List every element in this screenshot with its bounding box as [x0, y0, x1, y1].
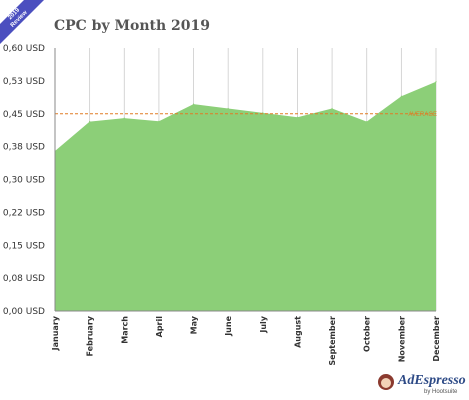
- data-point-april: [158, 120, 160, 122]
- area-series: [55, 81, 436, 311]
- y-tick-label: 0,08 USD: [3, 274, 45, 284]
- y-tick-label: 0,00 USD: [3, 307, 45, 317]
- x-tick-label-february: February: [86, 315, 95, 356]
- y-tick-label: 0,38 USD: [3, 143, 45, 153]
- y-tick-labels: 0,60 USD 0,53 USD 0,45 USD 0,38 USD 0,30 USD…: [3, 44, 45, 317]
- axis-layer: [54, 48, 436, 312]
- data-point-may: [192, 103, 195, 105]
- data-point-march: [123, 117, 125, 119]
- brand-sub: by Hootsuite: [424, 389, 458, 395]
- x-tick-label-january: January: [51, 315, 60, 351]
- area-layer: [54, 81, 437, 311]
- y-tick-label: 0,15 USD: [3, 241, 45, 251]
- x-tick-label-june: June: [224, 315, 233, 336]
- data-point-december: [435, 81, 437, 83]
- data-point-august: [296, 116, 299, 118]
- y-tick-label: 0,45 USD: [3, 110, 45, 120]
- review-badge: 2019 Review: [0, 0, 44, 44]
- brand-name: AdEspresso: [397, 373, 466, 388]
- y-tick-label: 0,30 USD: [3, 176, 45, 186]
- data-point-october: [366, 121, 368, 123]
- x-tick-label-april: April: [155, 316, 164, 338]
- badge-ribbon: [0, 0, 44, 44]
- x-tick-label-august: August: [293, 316, 302, 348]
- x-tick-label-march: March: [120, 316, 129, 344]
- data-point-september: [331, 107, 333, 110]
- x-tick-label-july: July: [259, 315, 268, 333]
- mascot-face: [381, 378, 391, 388]
- x-tick-labels: January February March April May June July Augu…: [51, 315, 441, 365]
- data-point-july: [262, 112, 264, 114]
- chart-title: CPC by Month 2019: [54, 18, 210, 34]
- x-tick-label-may: May: [190, 315, 199, 334]
- y-tick-label: 0,22 USD: [3, 208, 45, 218]
- data-point-june: [227, 107, 229, 110]
- average-label: AVERAGE: [408, 112, 437, 118]
- brand-logo: AdEspresso by Hootsuite: [378, 373, 466, 395]
- x-tick-label-november: November: [397, 316, 406, 362]
- average-layer: AVERAGE: [55, 112, 437, 118]
- x-tick-label-october: October: [363, 316, 372, 352]
- y-tick-label: 0,53 USD: [3, 77, 45, 87]
- data-point-november: [400, 95, 402, 97]
- data-point-february: [89, 121, 91, 123]
- x-tick-label-september: September: [328, 316, 337, 366]
- y-tick-label: 0,60 USD: [3, 44, 45, 54]
- x-tick-label-december: December: [432, 316, 441, 362]
